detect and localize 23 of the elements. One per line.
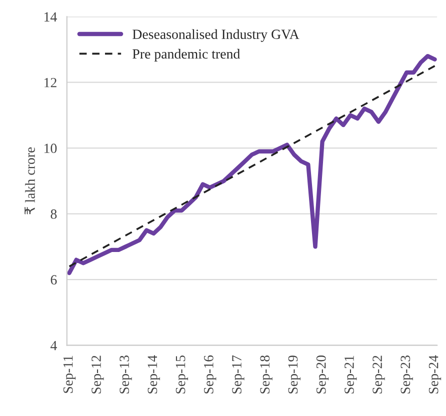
x-tick-label: Sep-24 bbox=[428, 355, 442, 394]
legend-label: Deseasonalised Industry GVA bbox=[132, 29, 300, 42]
x-tick-label: Sep-14 bbox=[148, 355, 160, 394]
x-tick-label: Sep-11 bbox=[63, 356, 76, 393]
x-tick-label: Sep-16 bbox=[204, 355, 216, 394]
x-tick-label: Sep-13 bbox=[120, 356, 132, 394]
x-tick-label: Sep-15 bbox=[176, 356, 188, 394]
x-tick-label: Sep-19 bbox=[288, 356, 300, 394]
x-tick-label: Sep-12 bbox=[92, 356, 104, 394]
x-tick-label: Sep-20 bbox=[316, 356, 329, 394]
y-tick-label: 8 bbox=[50, 209, 57, 219]
x-tick-label: Sep-18 bbox=[260, 356, 272, 394]
y-tick-label: 14 bbox=[44, 12, 57, 22]
x-tick-label: Sep-22 bbox=[372, 356, 385, 394]
y-tick-label: 6 bbox=[50, 275, 57, 285]
legend-label: Pre pandemic trend bbox=[132, 48, 240, 62]
y-tick-label: 4 bbox=[50, 340, 57, 350]
x-tick-label: Sep-17 bbox=[232, 355, 244, 394]
y-tick-label: 12 bbox=[44, 78, 56, 88]
x-tick-label: Sep-23 bbox=[400, 356, 413, 394]
x-tick-label: Sep-21 bbox=[344, 356, 357, 394]
y-axis-title: ₹ lakh crore bbox=[24, 147, 35, 214]
y-tick-label: 10 bbox=[44, 144, 57, 154]
